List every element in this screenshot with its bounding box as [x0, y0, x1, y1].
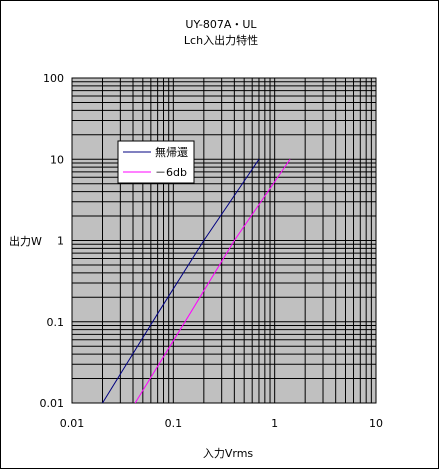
- x-tick-labels: 0.01 0.1 1 10: [60, 417, 383, 430]
- legend-label-1: 無帰還: [155, 145, 188, 159]
- series-line-1: [102, 158, 260, 404]
- legend-box: [117, 140, 195, 184]
- plot-area: [71, 77, 377, 404]
- legend-label-2: －6db: [155, 166, 187, 179]
- y-tick-label: 0.01: [40, 397, 65, 410]
- legend: 無帰還 －6db: [117, 140, 195, 184]
- y-tick-label: 1: [57, 235, 64, 248]
- y-tick-label: 10: [50, 153, 64, 166]
- grid-lines: [71, 78, 376, 404]
- y-tick-label: 0.1: [47, 316, 65, 329]
- chart-title: UY-807A・UL: [185, 18, 257, 31]
- x-tick-label: 0.01: [60, 417, 85, 430]
- chart-subtitle: Lch入出力特性: [184, 33, 258, 47]
- y-axis-label: 出力W: [9, 234, 42, 248]
- y-tick-label: 100: [43, 72, 64, 85]
- x-axis-label: 入力Vrms: [203, 447, 254, 460]
- series-lines: [102, 158, 291, 404]
- x-tick-label: 0.1: [165, 417, 183, 430]
- x-tick-label: 10: [369, 417, 383, 430]
- y-tick-labels: 100 10 1 0.1 0.01: [40, 72, 65, 410]
- series-line-2: [134, 158, 291, 404]
- x-tick-label: 1: [271, 417, 278, 430]
